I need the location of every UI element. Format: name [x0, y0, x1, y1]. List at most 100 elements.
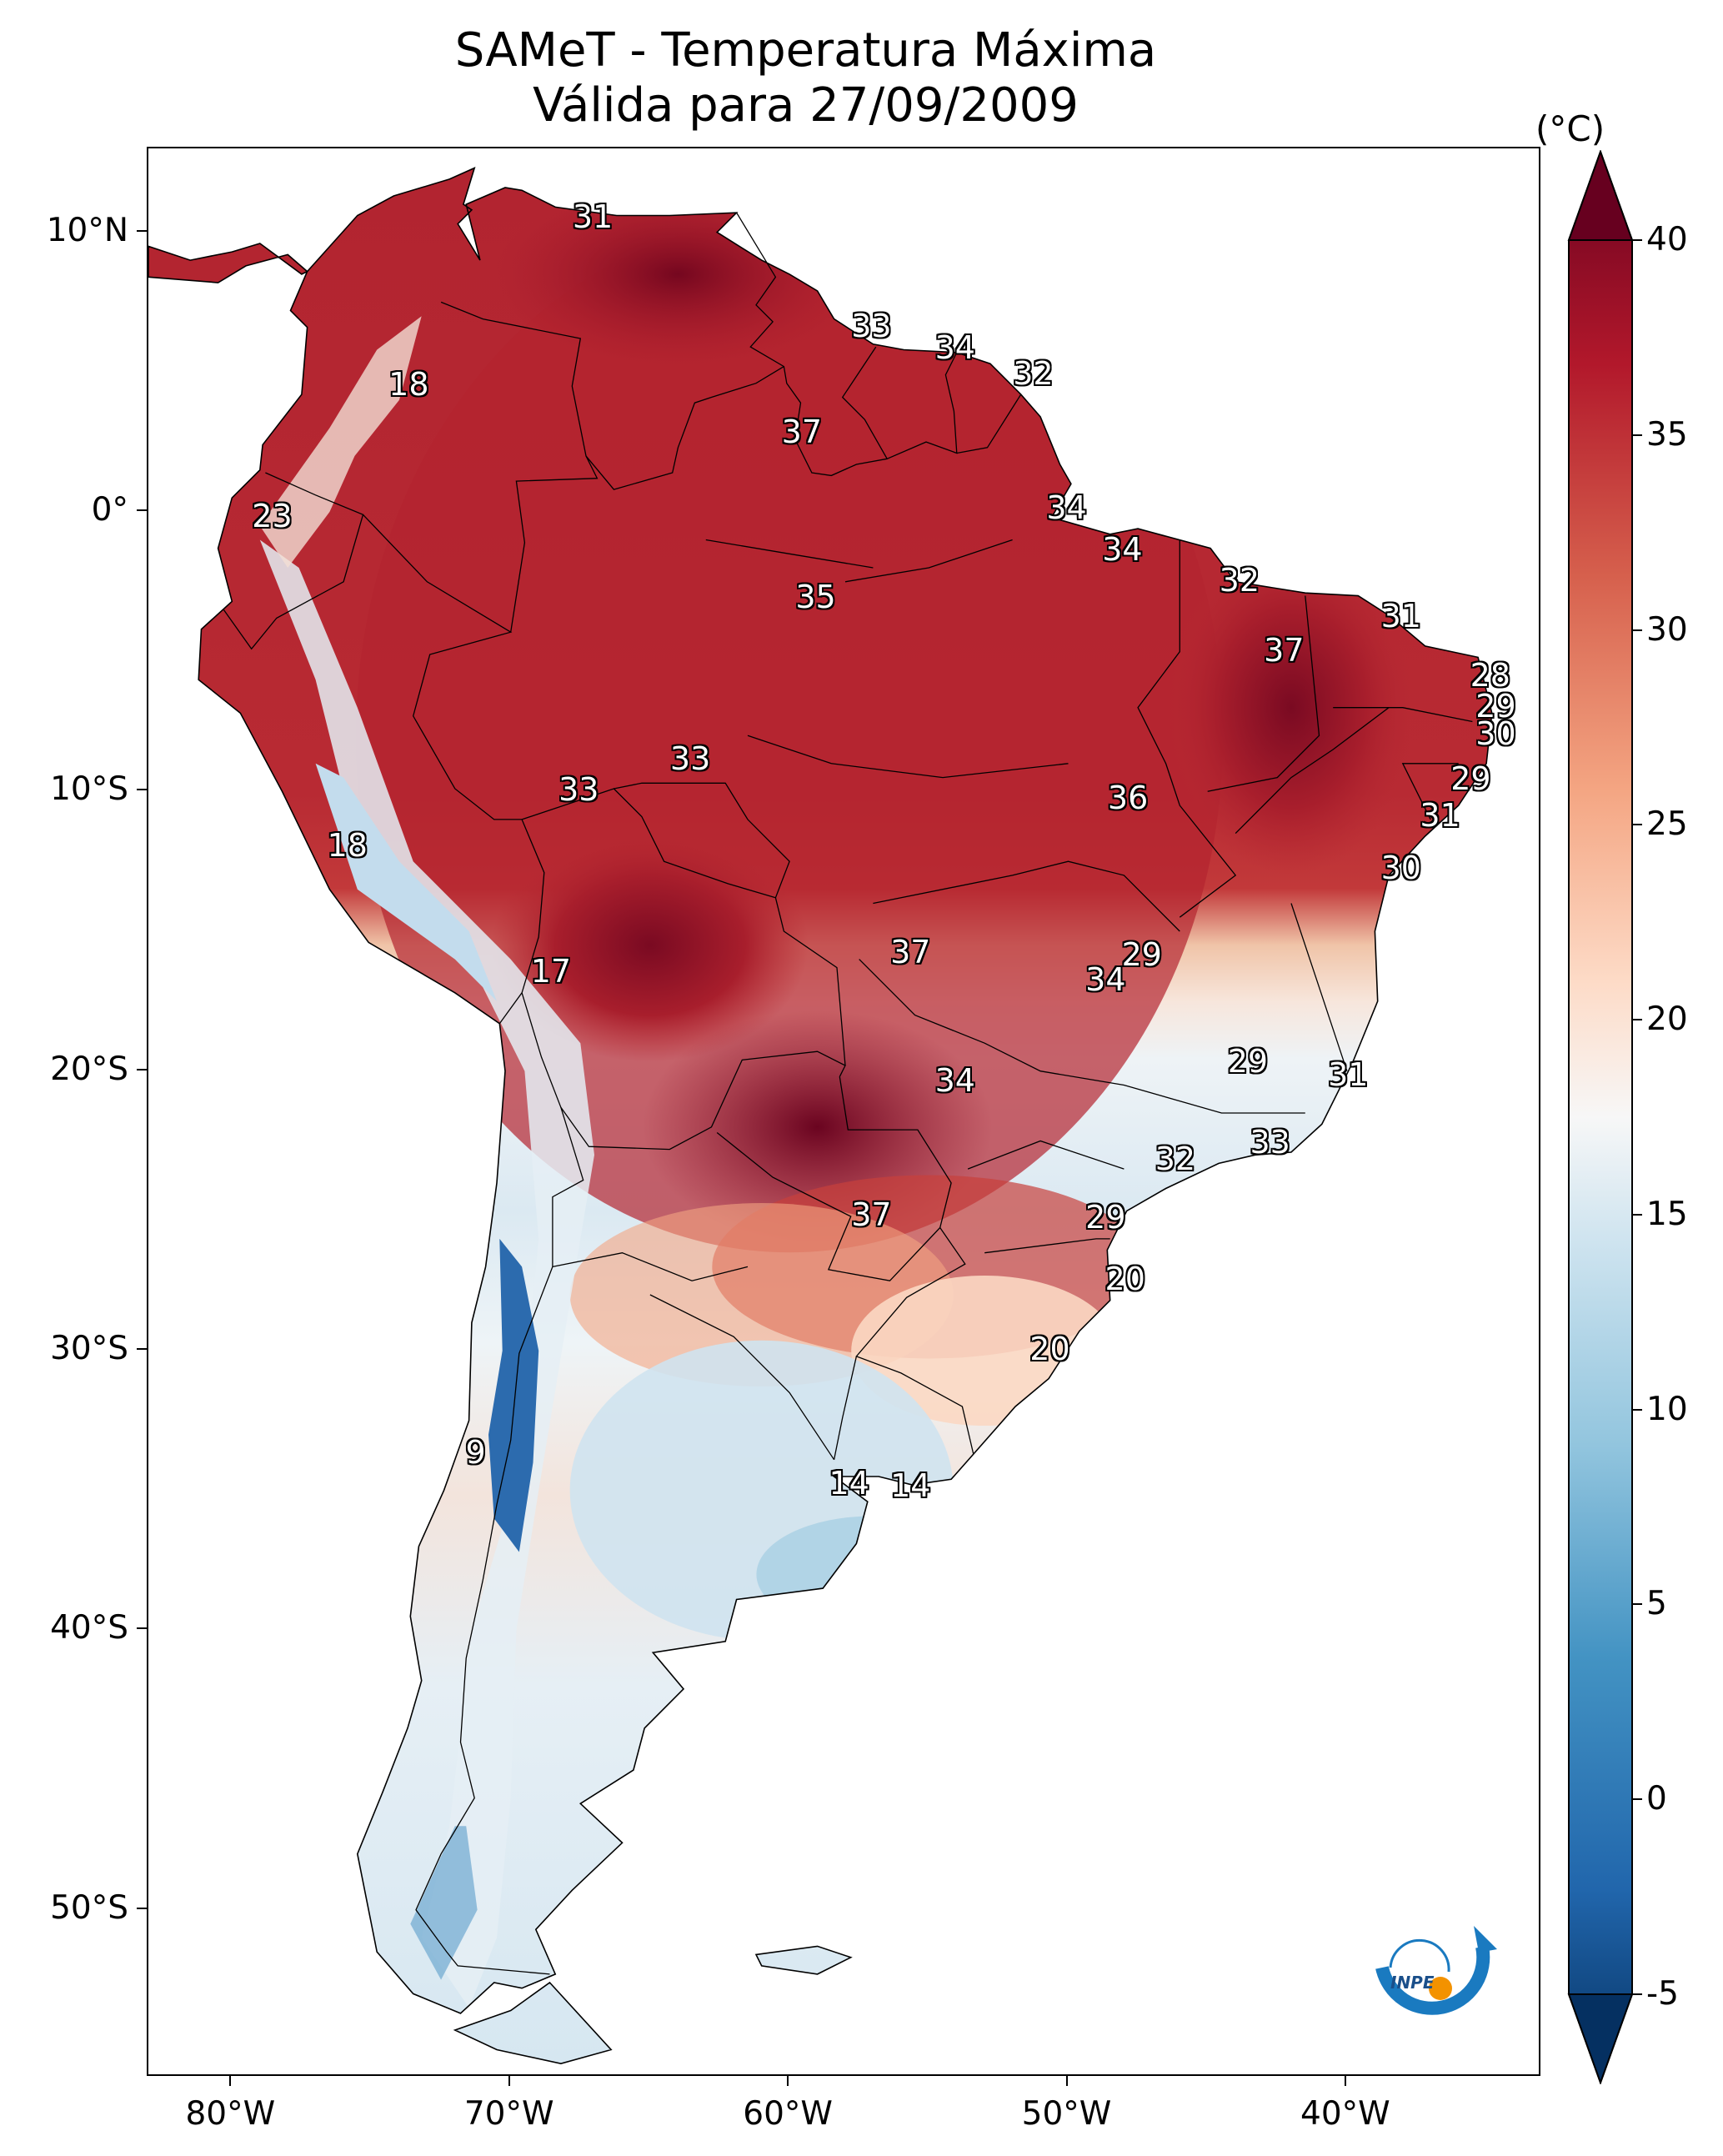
- border-line: [859, 959, 1305, 1114]
- border-line: [1290, 903, 1348, 1071]
- border-line: [705, 539, 874, 569]
- border-line: [521, 788, 846, 1066]
- border-line: [747, 735, 1069, 779]
- lat-tick: [137, 789, 147, 791]
- border-line: [649, 1294, 835, 1461]
- lon-tick-label: 50°W: [1021, 2095, 1112, 2133]
- colorbar-tick: [1632, 239, 1642, 241]
- lat-tick-label: 50°S: [50, 1888, 128, 1927]
- temperature-field: [259, 182, 1417, 2008]
- lat-tick-label: 10°N: [46, 211, 128, 249]
- temperature-value-label: 34: [1046, 489, 1087, 526]
- temperature-value-label: 37: [781, 414, 823, 451]
- lat-tick: [137, 1627, 147, 1630]
- temperature-value-label: 34: [934, 329, 975, 367]
- temperature-value-label: 33: [1250, 1123, 1290, 1161]
- andes-cold-core: [488, 1238, 539, 1552]
- temperature-value-label: 29: [1475, 687, 1516, 725]
- patagonia-ice: [410, 1826, 478, 1980]
- colorbar: [1567, 150, 1634, 2084]
- border-line: [223, 472, 364, 650]
- lat-tick-label: 20°S: [50, 1050, 128, 1088]
- temperature-value-label: 34: [1102, 530, 1143, 568]
- temperature-value-label: 30: [1380, 850, 1421, 887]
- colorbar-tick: [1632, 1603, 1642, 1606]
- temperature-value-label: 31: [1328, 1056, 1369, 1094]
- lat-tick: [137, 1907, 147, 1909]
- temperature-map: [148, 167, 1493, 2065]
- temperature-value-label: 31: [572, 198, 614, 235]
- lat-tick-label: 0°: [91, 490, 128, 529]
- warm-venezuela: [494, 182, 862, 366]
- temperature-value-label: 32: [1013, 354, 1054, 392]
- colorbar-tick-label: 25: [1646, 805, 1688, 844]
- temperature-value-label: 9: [465, 1434, 486, 1472]
- colorbar-tick-label: 5: [1646, 1585, 1667, 1623]
- border-line: [873, 860, 1180, 932]
- border-line: [1235, 707, 1390, 835]
- temperature-value-label: 33: [669, 740, 711, 778]
- border-line: [1401, 763, 1459, 820]
- temperature-value-label: 17: [530, 953, 572, 990]
- border-line: [841, 346, 958, 460]
- colorbar-unit: (°C): [1535, 108, 1605, 149]
- lat-tick: [137, 509, 147, 511]
- colorbar-tick: [1632, 1019, 1642, 1021]
- colorbar-tick-label: 40: [1646, 221, 1688, 258]
- border-line: [1333, 707, 1473, 723]
- lat-tick-label: 10°S: [50, 770, 128, 809]
- temperature-value-label: 29: [1450, 760, 1491, 797]
- border-line: [956, 394, 1022, 454]
- border-line: [614, 782, 790, 899]
- border-line: [833, 1356, 858, 1460]
- andes-cool: [259, 539, 594, 2008]
- lat-tick-label: 30°S: [50, 1330, 128, 1368]
- temperature-value-label: 18: [388, 366, 429, 404]
- temperature-value-label: 37: [851, 1196, 892, 1234]
- temperature-value-label: 37: [890, 933, 931, 970]
- lat-tick: [137, 1348, 147, 1351]
- border-line: [967, 1140, 1124, 1170]
- border-line: [716, 1076, 952, 1281]
- peru-andes: [315, 763, 497, 1001]
- lat-tick: [137, 229, 147, 232]
- temperature-value-label: 32: [1219, 561, 1260, 599]
- temperature-value-label: 28: [1470, 656, 1510, 694]
- temperature-value-label: 20: [1104, 1261, 1145, 1298]
- temperature-value-label: 20: [1029, 1331, 1070, 1368]
- temperature-value-label: 30: [1475, 715, 1516, 753]
- warm-northeast: [1166, 540, 1417, 875]
- temperature-value-label: 29: [1121, 936, 1162, 974]
- continent-landmass: [148, 167, 1493, 2065]
- lon-tick: [229, 2076, 232, 2086]
- map-panel: [147, 147, 1540, 2076]
- lon-tick-label: 40°W: [1300, 2095, 1390, 2133]
- map-subtitle: Válida para 27/09/2009: [533, 78, 1079, 133]
- temperature-value-label: 29: [1227, 1042, 1269, 1080]
- temperature-value-label: 36: [1107, 780, 1149, 817]
- colorbar-tick: [1632, 1993, 1642, 1995]
- lon-tick: [787, 2076, 789, 2086]
- temperature-value-label: 34: [934, 1062, 975, 1100]
- lon-tick-label: 60°W: [743, 2095, 833, 2133]
- colorbar-tick: [1632, 824, 1642, 826]
- border-line: [1207, 595, 1320, 792]
- cool-buenos-aires: [756, 1516, 990, 1633]
- svg-text:INPE: INPE: [1390, 1973, 1435, 1993]
- colorbar-tick-label: 20: [1646, 1000, 1688, 1039]
- temperature-value-label: 29: [1085, 1199, 1126, 1236]
- colorbar-tick-label: 15: [1646, 1195, 1688, 1233]
- border-line: [521, 992, 846, 1151]
- border-line: [984, 1238, 1110, 1254]
- lon-tick: [508, 2076, 510, 2086]
- border-line: [363, 514, 545, 1025]
- colorbar-tick-label: -5: [1646, 1975, 1679, 2013]
- temperature-value-label: 23: [252, 497, 293, 534]
- colorbar-tick: [1632, 434, 1642, 436]
- border-line: [844, 539, 1013, 583]
- colorbar-tick-label: 30: [1646, 610, 1688, 649]
- border-line: [415, 1107, 584, 1975]
- lon-tick-label: 80°W: [185, 2095, 276, 2133]
- lat-tick: [137, 1068, 147, 1070]
- colorbar-tick: [1632, 1798, 1642, 1801]
